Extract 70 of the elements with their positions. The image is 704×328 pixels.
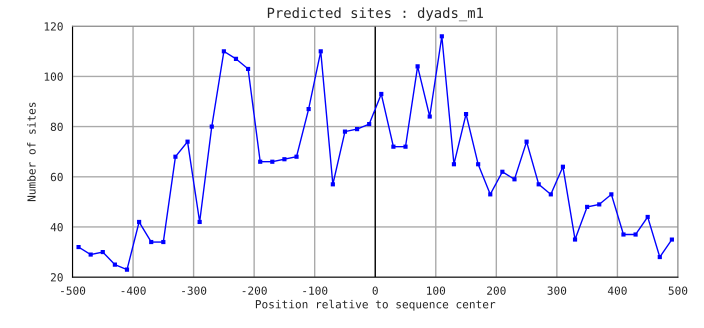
- point: [500, 170, 504, 174]
- point: [572, 237, 578, 242]
- point: [330, 182, 335, 186]
- point: [428, 114, 432, 119]
- point: [88, 252, 93, 257]
- x-tick-label: -200: [242, 286, 267, 295]
- y-tick-label: 60: [50, 172, 63, 182]
- point: [354, 127, 360, 132]
- point: [76, 244, 81, 250]
- point: [658, 255, 662, 260]
- point: [670, 237, 674, 242]
- y-tick-label: 80: [50, 122, 63, 132]
- x-tick-label: -400: [122, 286, 146, 295]
- point: [452, 162, 456, 166]
- point: [367, 122, 372, 126]
- point: [524, 140, 529, 144]
- y-tick-label: 120: [44, 22, 63, 31]
- point: [294, 154, 299, 159]
- point: [585, 204, 590, 209]
- y-tick-label: 40: [50, 222, 63, 232]
- point: [173, 154, 178, 159]
- point: [416, 64, 420, 68]
- y-tick-label: 100: [44, 72, 63, 81]
- point: [124, 268, 130, 272]
- point: [391, 144, 396, 149]
- point: [270, 160, 274, 164]
- point: [560, 164, 565, 169]
- point: [198, 220, 202, 224]
- point: [379, 92, 384, 96]
- point: [621, 232, 626, 237]
- point: [112, 262, 117, 267]
- y-axis-title: Number of sites: [27, 102, 36, 202]
- point: [597, 202, 602, 206]
- point: [633, 232, 638, 237]
- point: [185, 140, 190, 144]
- point: [137, 220, 142, 224]
- x-tick-label: 400: [608, 286, 627, 295]
- point: [258, 160, 262, 164]
- point: [149, 240, 154, 244]
- point: [403, 144, 408, 149]
- point: [234, 56, 238, 61]
- x-tick-label: 500: [668, 286, 688, 295]
- point: [536, 182, 541, 186]
- point: [342, 130, 348, 134]
- x-tick-label: -300: [182, 286, 206, 295]
- point: [100, 250, 105, 254]
- y-tick-label: 20: [50, 273, 63, 282]
- x-tick-label: 0: [372, 286, 378, 295]
- chart-title: Predicted sites : dyads_m1: [268, 7, 483, 22]
- point: [161, 240, 166, 244]
- point: [609, 192, 614, 196]
- point: [512, 177, 517, 182]
- point: [646, 214, 650, 220]
- point: [246, 66, 250, 71]
- x-tick-label: 300: [548, 286, 566, 295]
- point: [306, 106, 311, 112]
- point: [318, 49, 323, 54]
- x-axis-title: Position relative to sequence center: [256, 300, 496, 311]
- x-tick-label: -100: [303, 286, 328, 295]
- point: [440, 34, 444, 38]
- point: [464, 112, 468, 116]
- x-tick-label: -500: [61, 286, 86, 295]
- point: [548, 192, 553, 196]
- x-tick-label: 100: [427, 286, 446, 295]
- point: [282, 157, 286, 162]
- x-tick-label: 200: [487, 286, 506, 295]
- point: [488, 192, 492, 196]
- point: [210, 124, 214, 129]
- point: [222, 49, 226, 54]
- point: [476, 162, 480, 166]
